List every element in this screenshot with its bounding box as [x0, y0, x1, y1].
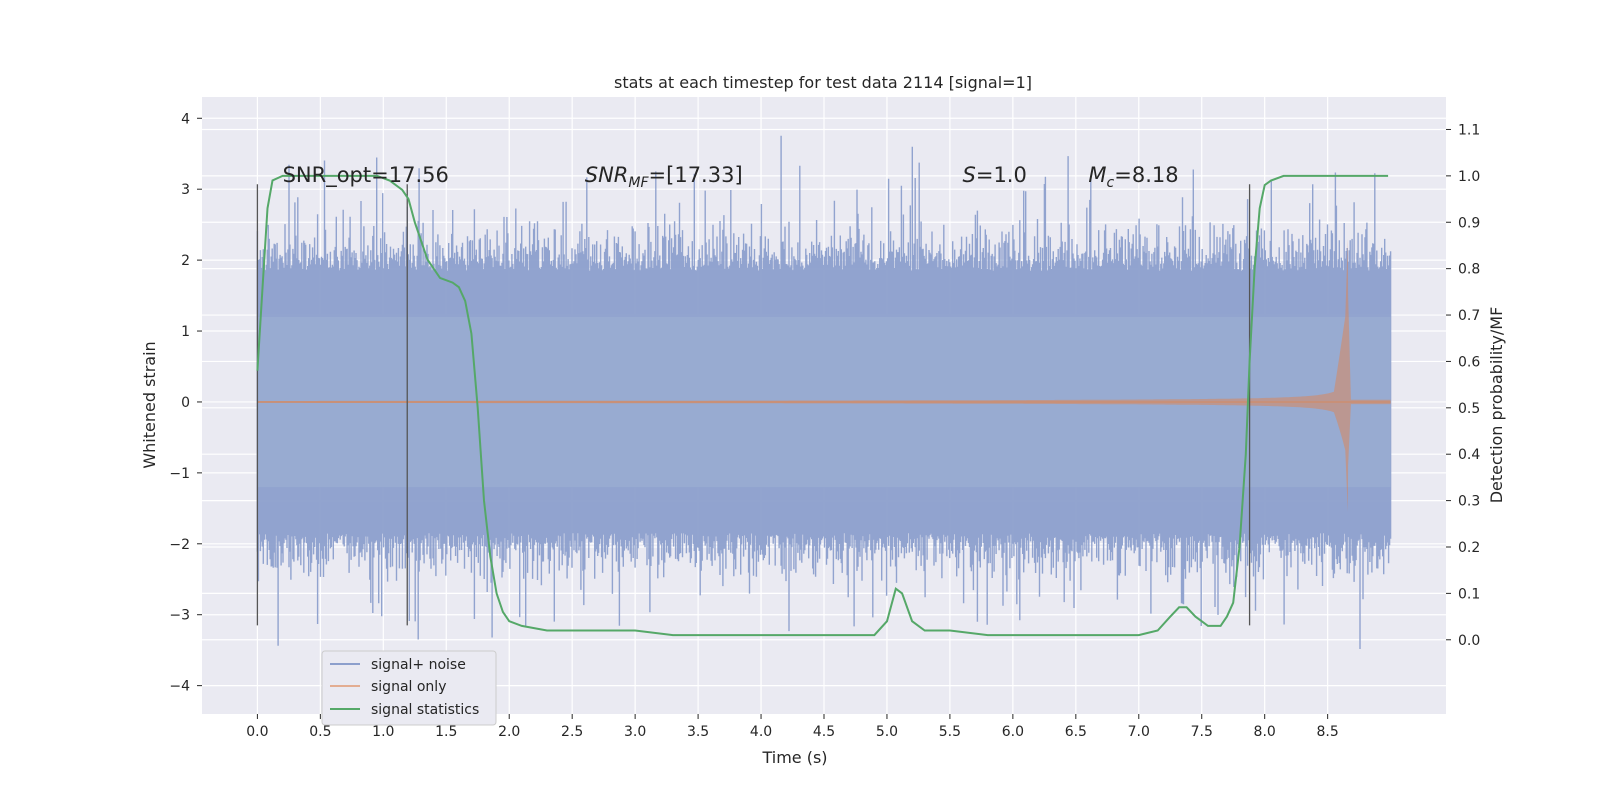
- y-tick-label: 3: [181, 182, 190, 198]
- x-tick-label: 0.5: [309, 724, 331, 740]
- legend-label-signal-statistics: signal statistics: [371, 702, 479, 718]
- y-axis-label: Whitened strain: [140, 341, 159, 468]
- vertical-markers: [256, 184, 1251, 626]
- y-tick-label: −4: [169, 679, 190, 695]
- x-tick-label: 2.0: [498, 724, 520, 740]
- y-tick-label: −3: [169, 608, 190, 624]
- y2-tick-label: 0.0: [1458, 633, 1480, 649]
- y2-axis-label: Detection probability/MF: [1487, 307, 1506, 504]
- x-tick-label: 0.0: [246, 724, 268, 740]
- x-tick-label: 5.5: [939, 724, 961, 740]
- y-tick-label: 1: [181, 324, 190, 340]
- annotation-0: SNR_opt=17.56: [283, 163, 449, 188]
- legend: signal+ noise signal only signal statist…: [321, 650, 497, 726]
- x-tick-label: 4.0: [750, 724, 772, 740]
- x-tick-label: 6.0: [1002, 724, 1024, 740]
- annotation-2: S=1.0: [963, 163, 1027, 187]
- x-tick-label: 4.5: [813, 724, 835, 740]
- y2-tick-label: 0.8: [1458, 262, 1480, 278]
- x-tick-label: 7.5: [1191, 724, 1213, 740]
- chart-title: stats at each timestep for test data 211…: [614, 73, 1032, 92]
- y2-tick-label: 0.2: [1458, 540, 1480, 556]
- x-tick-label: 6.5: [1065, 724, 1087, 740]
- x-tick-label: 3.0: [624, 724, 646, 740]
- series-signal-only: [257, 238, 1391, 512]
- annotations: SNR_opt=17.56 SNRMF=[17.33] S=1.0 Mc=8.18: [283, 163, 1179, 191]
- y2-tick-label: 1.0: [1458, 169, 1480, 185]
- x-tick-label: 8.0: [1254, 724, 1276, 740]
- signal-statistics-line: [256, 174, 1389, 637]
- x-tick-label: 7.0: [1128, 724, 1150, 740]
- y2-tick-label: 0.3: [1458, 494, 1480, 510]
- y2-tick-label: 0.6: [1458, 354, 1480, 370]
- y-tick-label: 4: [181, 111, 190, 127]
- y-tick-label: −1: [169, 466, 190, 482]
- series-signal-statistics: [256, 174, 1389, 637]
- x-tick-label: 2.5: [561, 724, 583, 740]
- x-axis-label: Time (s): [761, 748, 827, 767]
- y-tick-label: 0: [181, 395, 190, 411]
- y2-tick-label: 0.1: [1458, 586, 1480, 602]
- y2-tick-label: 0.5: [1458, 401, 1480, 417]
- legend-label-signal-only: signal only: [371, 679, 446, 695]
- y2-tick-label: 0.4: [1458, 447, 1480, 463]
- legend-box: [321, 650, 497, 726]
- y2-tick-label: 0.9: [1458, 215, 1480, 231]
- x-tick-label: 1.0: [372, 724, 394, 740]
- y-tick-label: 2: [181, 253, 190, 269]
- x-tick-label: 5.0: [876, 724, 898, 740]
- legend-label-signal-noise: signal+ noise: [371, 657, 466, 673]
- annotation-3: Mc=8.18: [1088, 163, 1178, 191]
- y2-tick-label: 1.1: [1458, 122, 1480, 138]
- x-tick-label: 1.5: [435, 724, 457, 740]
- x-tick-label: 3.5: [687, 724, 709, 740]
- y-tick-label: −2: [169, 537, 190, 553]
- annotation-1: SNRMF=[17.33]: [585, 163, 743, 191]
- axes: 0.0 0.5 1.0 1.5 2.0 2.5 3.0 3.5 4.0 4.5 5.0 5.5 6.0 6…: [169, 111, 1480, 740]
- y2-tick-label: 0.7: [1458, 308, 1480, 324]
- x-tick-label: 8.5: [1317, 724, 1339, 740]
